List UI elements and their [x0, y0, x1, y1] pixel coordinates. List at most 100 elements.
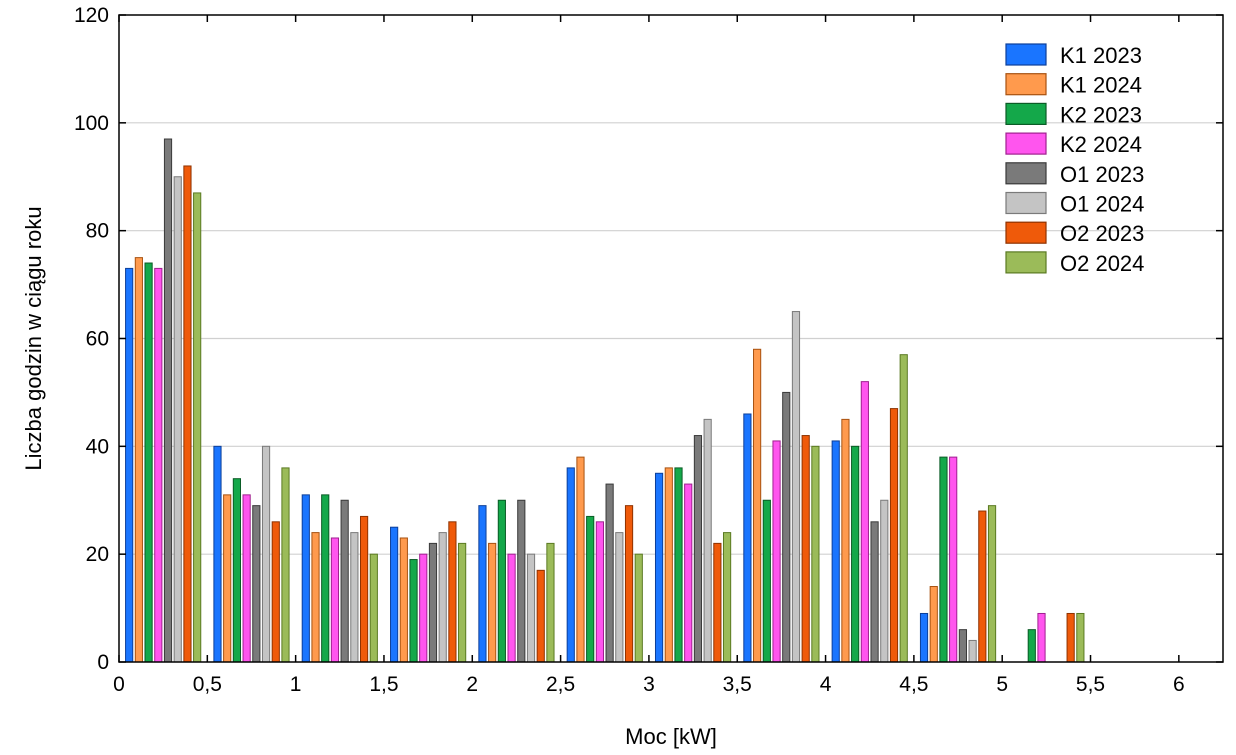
bar — [722, 532, 732, 663]
bar — [281, 467, 290, 663]
bar — [301, 494, 310, 663]
x-tick-label: 5,5 — [1076, 673, 1105, 696]
bar — [968, 639, 977, 663]
bars — [125, 138, 1085, 663]
bar — [743, 413, 752, 663]
bar — [684, 483, 693, 663]
legend-label: O2 2024 — [1060, 251, 1144, 276]
bar — [478, 505, 487, 663]
y-tick-label: 0 — [97, 651, 109, 674]
bar — [762, 499, 771, 663]
bar — [507, 553, 516, 663]
bar — [801, 435, 810, 663]
legend-swatch — [1005, 251, 1047, 274]
bar — [978, 510, 987, 663]
bar — [753, 348, 762, 663]
legend-label: O1 2023 — [1060, 162, 1144, 187]
legend-label: K1 2024 — [1060, 73, 1142, 98]
bar — [419, 553, 428, 663]
bar — [791, 311, 801, 663]
bar — [713, 542, 722, 663]
bar — [448, 521, 457, 663]
legend-swatch — [1005, 73, 1047, 96]
bar — [782, 391, 791, 663]
bar — [880, 499, 889, 663]
x-tick-label: 0,5 — [193, 673, 222, 696]
bar — [311, 532, 320, 663]
bar — [154, 267, 163, 663]
bar — [889, 408, 899, 663]
bar — [173, 176, 182, 663]
bar — [674, 467, 683, 663]
bar — [428, 542, 438, 663]
bar — [1027, 629, 1036, 663]
bar — [634, 553, 643, 663]
ticks: 0 20 40 60 80 100 120 0 0,5 1 1,5 2 2,5 3 3,5 4 4,5 5 5,5 6 — [74, 4, 1223, 696]
bar — [134, 257, 143, 663]
legend-label: O2 2023 — [1060, 221, 1144, 246]
bar — [899, 354, 908, 663]
bar — [703, 418, 712, 663]
bar — [1076, 612, 1085, 663]
x-tick-label: 5 — [996, 673, 1008, 696]
legend-label: O1 2024 — [1060, 192, 1144, 217]
x-axis-label: Moc [kW] — [625, 724, 717, 749]
bar — [488, 542, 497, 663]
bar — [232, 478, 242, 663]
bar — [261, 445, 271, 663]
bar — [369, 553, 378, 663]
x-tick-label: 2 — [466, 673, 478, 696]
bar — [546, 542, 555, 663]
bar — [566, 467, 575, 663]
x-tick-label: 4,5 — [899, 673, 928, 696]
bar — [1066, 612, 1075, 663]
y-axis-label: Liczba godzin w ciągu roku — [21, 206, 46, 470]
y-tick-label: 120 — [74, 4, 109, 27]
bar — [958, 629, 967, 663]
y-tick-label: 100 — [74, 112, 109, 135]
x-tick-label: 2,5 — [546, 673, 575, 696]
x-tick-label: 4 — [820, 673, 832, 696]
bar — [860, 381, 869, 663]
y-tick-label: 80 — [86, 220, 109, 243]
bar — [870, 521, 879, 663]
bar — [458, 542, 467, 663]
legend-swatch — [1005, 102, 1047, 126]
x-tick-label: 0 — [113, 673, 125, 696]
bar — [693, 435, 703, 663]
bar — [586, 515, 595, 663]
bar — [271, 521, 280, 663]
x-tick-label: 1 — [290, 673, 302, 696]
bar — [399, 537, 408, 663]
bar — [340, 499, 349, 663]
y-tick-label: 40 — [86, 435, 109, 458]
bar — [987, 505, 997, 663]
bar — [841, 418, 850, 663]
bar — [438, 532, 447, 663]
bar — [125, 267, 134, 663]
legend-swatch — [1005, 221, 1047, 244]
bar — [851, 445, 860, 663]
bar — [390, 526, 399, 663]
bar — [350, 532, 359, 663]
y-tick-label: 20 — [86, 543, 109, 566]
bar — [163, 138, 173, 663]
legend: K1 2023 K1 2024 K2 2023 K2 2024 O1 2023 O1 20… — [1005, 43, 1144, 276]
bar — [772, 440, 781, 663]
y-tick-label: 60 — [86, 328, 109, 351]
bar — [330, 537, 340, 663]
bar — [183, 165, 192, 663]
bar — [831, 440, 840, 663]
bar — [242, 494, 251, 663]
bar — [929, 586, 938, 663]
legend-label: K2 2023 — [1060, 102, 1142, 127]
legend-swatch — [1005, 132, 1047, 155]
bar — [409, 559, 418, 663]
x-tick-label: 1,5 — [369, 673, 398, 696]
bar — [919, 612, 929, 663]
x-tick-label: 3 — [643, 673, 655, 696]
bar — [526, 553, 536, 663]
bar — [517, 499, 526, 663]
